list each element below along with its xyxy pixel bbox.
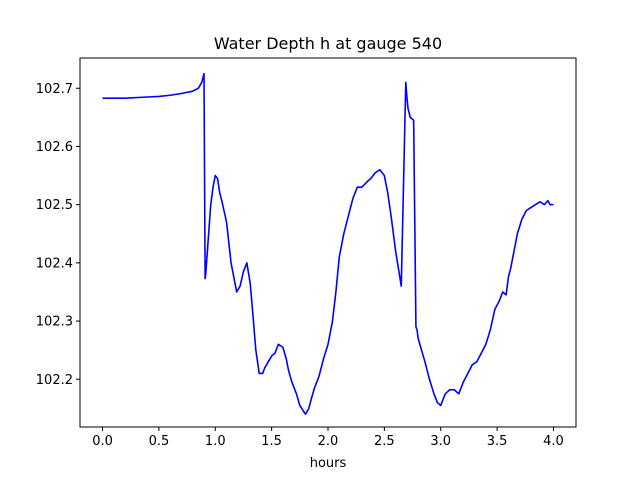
chart-title: Water Depth h at gauge 540: [214, 34, 442, 53]
x-tick-label: 1.5: [261, 434, 282, 449]
x-tick-label: 0.5: [149, 434, 170, 449]
y-tick-label: 102.2: [36, 373, 73, 388]
x-tick-label: 2.0: [318, 434, 339, 449]
x-tick-label: 2.5: [374, 434, 395, 449]
x-tick-label: 3.0: [430, 434, 451, 449]
axes: 0.0 0.5 1.0 1.5 2.0 2.5 3.0 3.5 4.0 102.2 102.3 102…: [36, 82, 564, 449]
x-tick-label: 3.5: [487, 434, 508, 449]
x-tick-label: 1.0: [205, 434, 226, 449]
plot-frame: [79, 57, 577, 428]
y-tick-label: 102.3: [36, 315, 73, 330]
y-tick-label: 102.4: [36, 256, 73, 271]
series-line-0: [102, 72, 554, 416]
x-tick-label: 4.0: [543, 434, 564, 449]
x-tick-label: 0.0: [92, 434, 113, 449]
y-tick-label: 102.5: [36, 198, 73, 213]
y-tick-label: 102.6: [36, 140, 73, 155]
plot-area: [102, 72, 554, 416]
y-tick-label: 102.7: [36, 82, 73, 97]
x-axis-label: hours: [310, 456, 347, 471]
